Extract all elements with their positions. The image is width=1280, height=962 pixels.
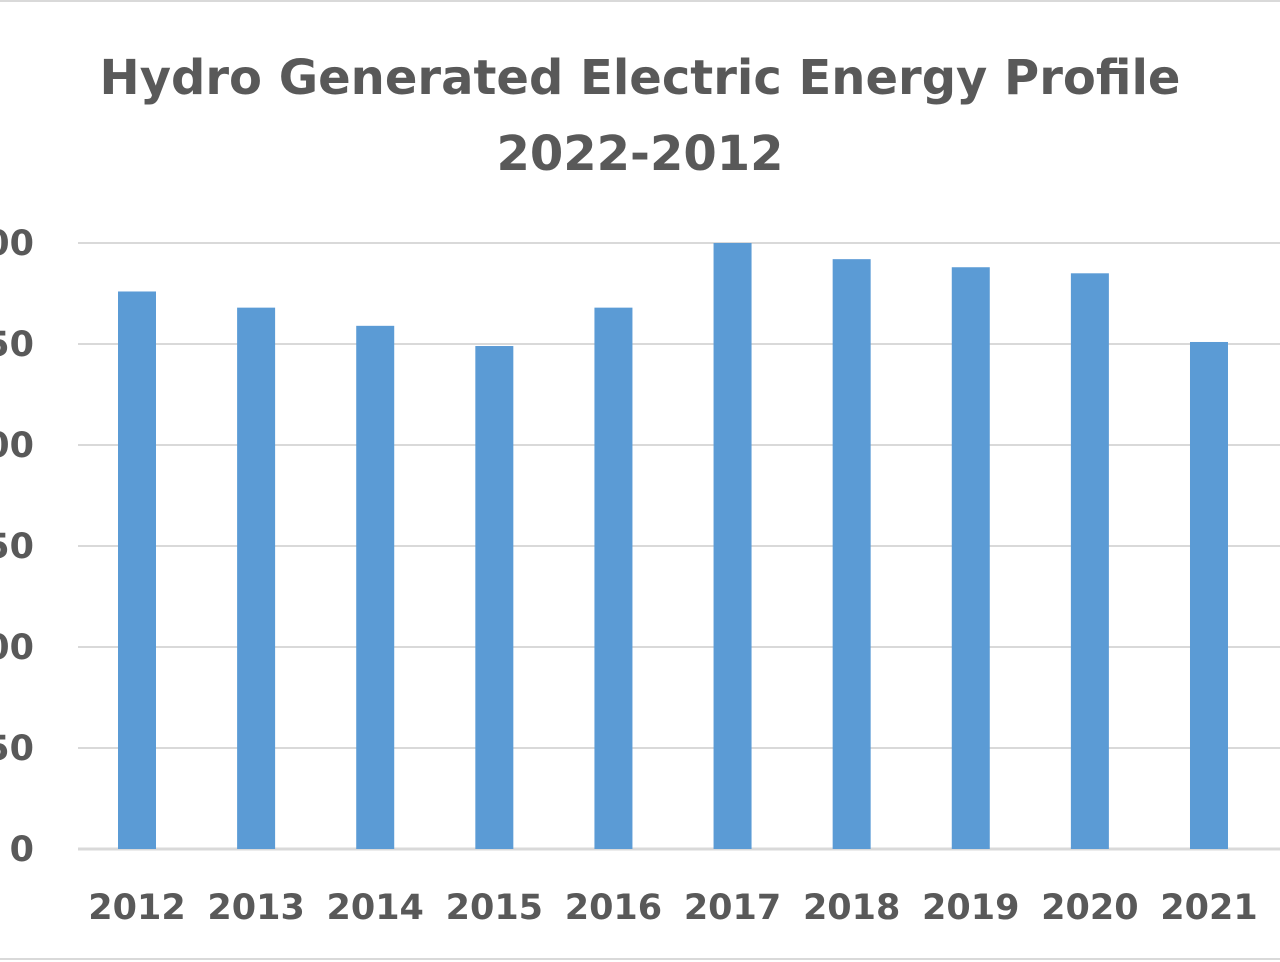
bar-2020 — [1070, 273, 1109, 849]
bar-2015 — [475, 346, 514, 849]
y-tick-label: 50 — [0, 729, 34, 769]
y-tick-label: 300 — [0, 224, 34, 264]
x-tick-label-2013: 2013 — [207, 888, 304, 928]
bar-2019 — [951, 267, 990, 849]
y-tick-label: 0 — [10, 830, 34, 870]
x-tick-label-2012: 2012 — [88, 888, 185, 928]
bar-2021 — [1189, 341, 1228, 849]
bar-2014 — [356, 325, 395, 849]
x-tick-label-2020: 2020 — [1041, 888, 1138, 928]
y-tick-label: 250 — [0, 325, 34, 365]
bar-series — [118, 243, 1228, 850]
y-tick-label: 100 — [0, 628, 34, 668]
bar-2013 — [237, 307, 276, 849]
bar-2012 — [118, 291, 156, 850]
x-tick-label-2021: 2021 — [1160, 888, 1257, 928]
y-tick-label: 150 — [0, 527, 34, 567]
x-tick-label-2018: 2018 — [803, 888, 900, 928]
x-tick-label-2017: 2017 — [684, 888, 781, 928]
x-tick-label-2019: 2019 — [922, 888, 1019, 928]
bar-2016 — [594, 307, 633, 849]
bar-2018 — [832, 259, 871, 849]
y-axis-ticks: 0 50 100 150 200 250 300 — [0, 224, 34, 870]
chart-subtitle: 2022-2012 — [496, 126, 783, 182]
x-axis-ticks: 2012 2013 2014 2015 2016 2017 2018 2019 2020 2021 — [88, 888, 1257, 928]
x-tick-label-2016: 2016 — [565, 888, 662, 928]
x-tick-label-2015: 2015 — [446, 888, 543, 928]
chart-title: Hydro Generated Electric Energy Profile — [100, 50, 1181, 106]
bar-2017 — [713, 243, 752, 849]
x-tick-label-2014: 2014 — [327, 888, 424, 928]
y-tick-label: 200 — [0, 426, 34, 466]
